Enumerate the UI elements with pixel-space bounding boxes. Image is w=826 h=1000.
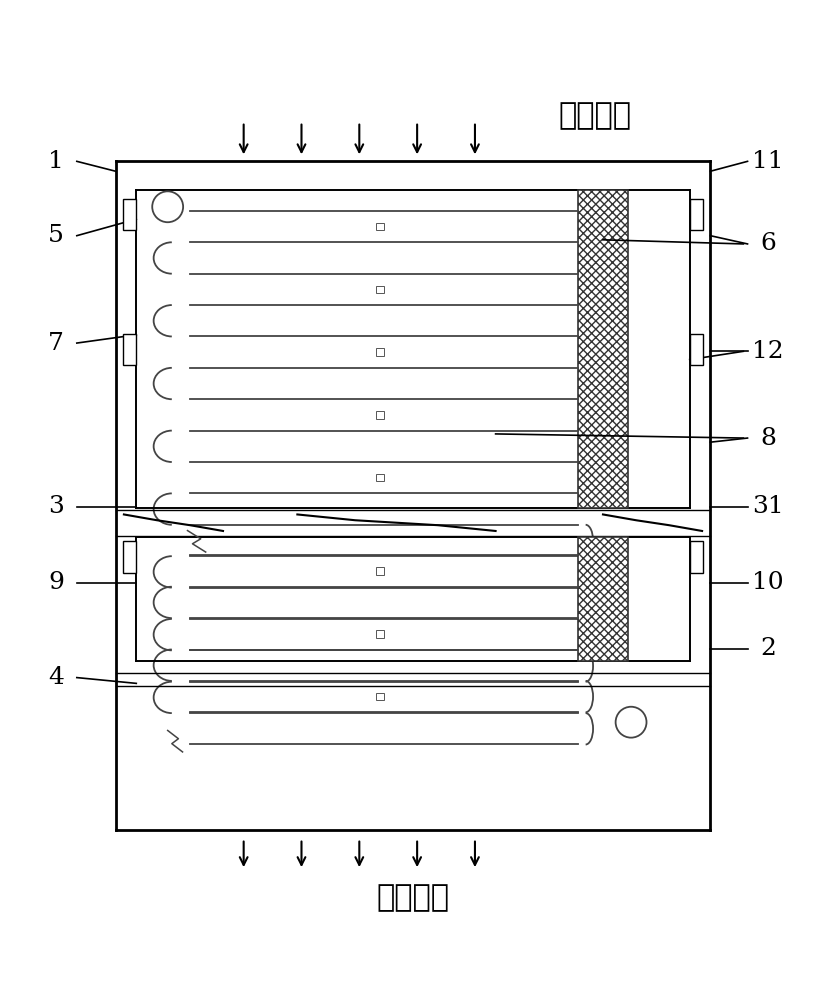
Text: 11: 11 bbox=[752, 150, 784, 173]
Text: 4: 4 bbox=[48, 666, 64, 689]
Bar bbox=[690, 199, 703, 230]
Bar bbox=[123, 541, 136, 573]
Bar bbox=[690, 334, 703, 365]
Bar bbox=[578, 190, 628, 508]
Bar bbox=[123, 199, 136, 230]
Text: 1: 1 bbox=[48, 150, 64, 173]
Bar bbox=[377, 693, 383, 700]
Bar bbox=[123, 334, 136, 365]
Text: 31: 31 bbox=[752, 495, 784, 518]
Text: 9: 9 bbox=[48, 571, 64, 594]
Bar bbox=[377, 223, 383, 230]
Bar bbox=[377, 348, 383, 356]
Text: 6: 6 bbox=[760, 232, 776, 255]
Bar bbox=[377, 630, 383, 638]
Bar bbox=[578, 537, 628, 661]
Bar bbox=[377, 286, 383, 293]
Bar bbox=[377, 474, 383, 481]
Text: 3: 3 bbox=[48, 495, 64, 518]
Bar bbox=[377, 567, 383, 575]
Text: 2: 2 bbox=[760, 637, 776, 660]
Text: 12: 12 bbox=[752, 340, 784, 363]
Text: 8: 8 bbox=[760, 427, 776, 450]
Bar bbox=[690, 541, 703, 573]
Text: 烟气出口: 烟气出口 bbox=[377, 884, 449, 913]
Bar bbox=[377, 411, 383, 419]
Text: 5: 5 bbox=[48, 224, 64, 247]
Text: 烟气入口: 烟气入口 bbox=[558, 101, 631, 130]
Text: 10: 10 bbox=[752, 571, 784, 594]
Text: 7: 7 bbox=[48, 332, 64, 355]
